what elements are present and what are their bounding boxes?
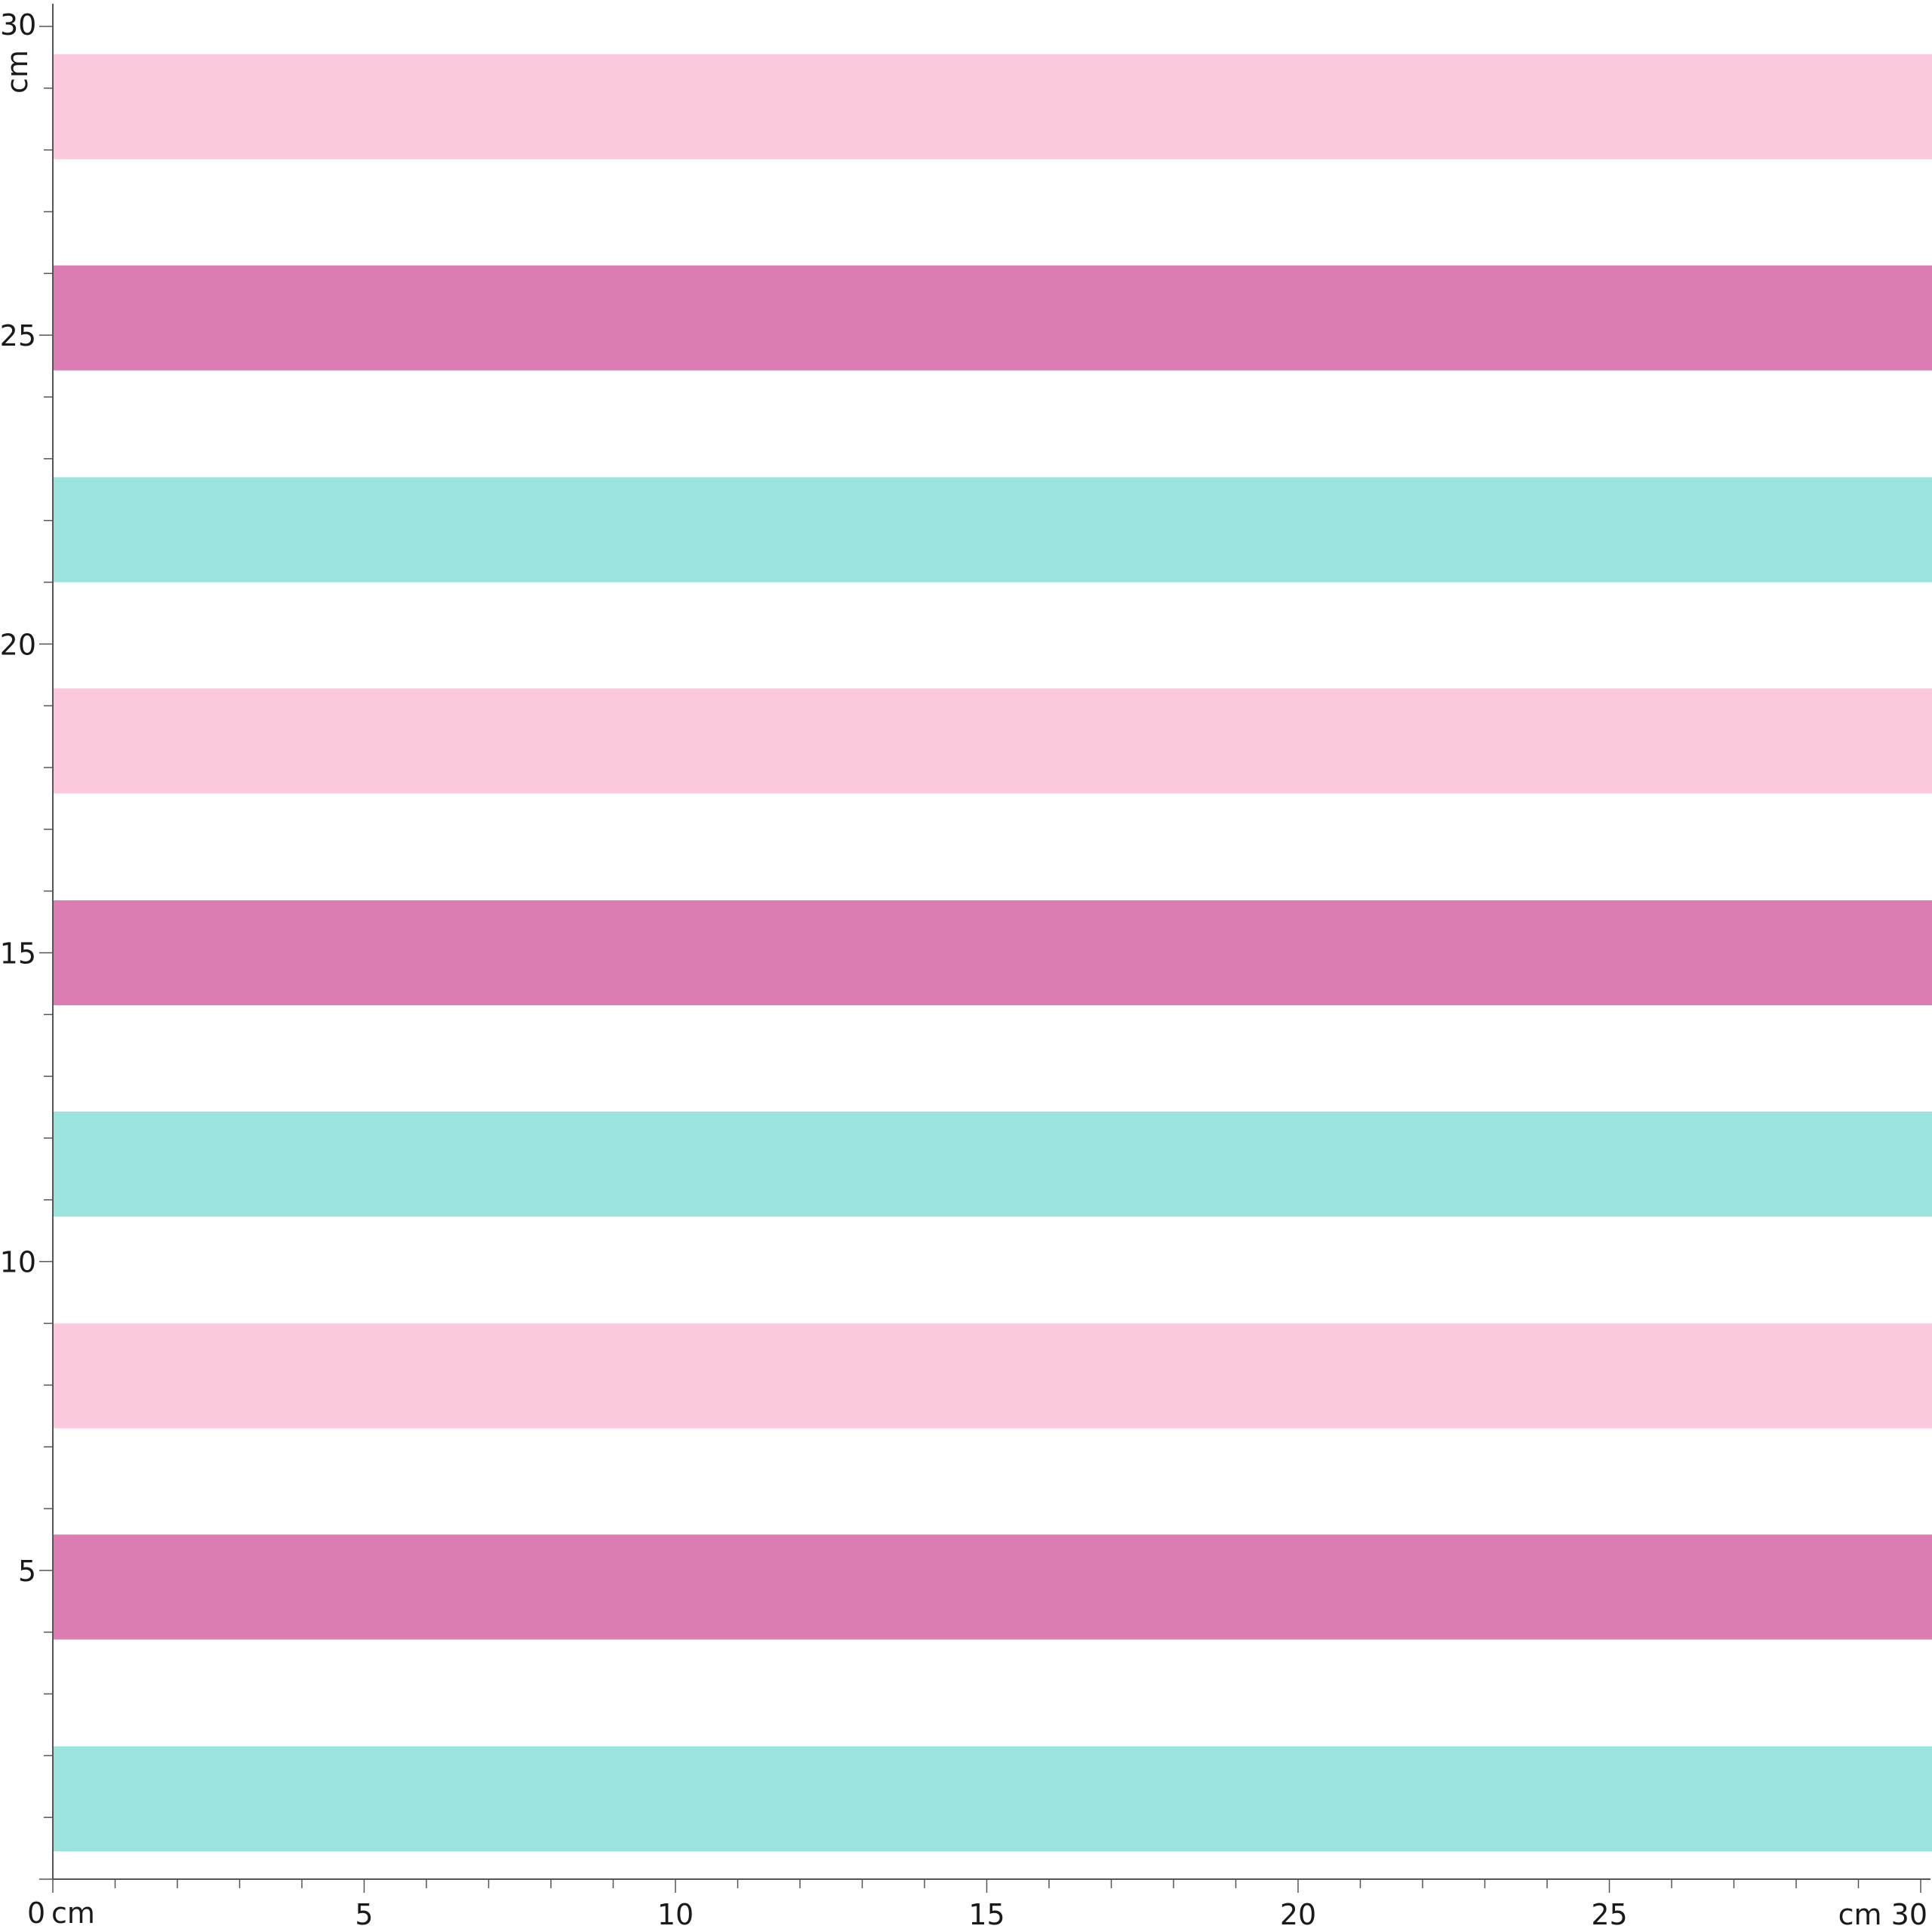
stripe-1 — [53, 1746, 1932, 1852]
y-tick-label: 25 — [0, 319, 36, 352]
stripe-3 — [53, 1323, 1932, 1429]
x-axis-ticks — [52, 1879, 1921, 1893]
stripe-8 — [53, 265, 1932, 371]
stripe-7 — [53, 477, 1932, 583]
y-unit-label: cm — [1, 50, 34, 94]
y-axis-ticks — [39, 26, 53, 1880]
y-tick-label: 20 — [0, 628, 36, 661]
x-tick-label: 25 — [1591, 1898, 1627, 1931]
y-axis-tick-labels: 5 10 15 20 25 — [0, 319, 36, 1588]
x-unit-label: cm — [51, 1897, 95, 1930]
y-tick-label: 10 — [0, 1246, 36, 1279]
y-tick-label: 5 — [18, 1555, 36, 1588]
x-end-label: cm 30 — [1838, 1898, 1927, 1931]
y-top-label: 30 — [0, 8, 36, 42]
stripe-5 — [53, 900, 1932, 1006]
x-tick-label: 15 — [968, 1898, 1004, 1931]
stripe-6 — [53, 688, 1932, 794]
y-tick-label: 15 — [0, 937, 36, 971]
stripe-group — [53, 54, 1932, 1852]
x-tick-label: 5 — [355, 1898, 373, 1931]
x-tick-label: 20 — [1280, 1898, 1316, 1931]
x-origin-label: 0 — [27, 1897, 45, 1930]
stripe-9 — [53, 54, 1932, 159]
stripe-4 — [53, 1111, 1932, 1217]
x-tick-label: 10 — [657, 1898, 694, 1931]
x-axis-tick-labels: 5 10 15 20 25 — [355, 1898, 1627, 1931]
ruler-axes: 5 10 15 20 25 5 10 15 20 25 0 cm cm 30 30 cm — [0, 4, 1930, 1931]
stripe-2 — [53, 1534, 1932, 1640]
